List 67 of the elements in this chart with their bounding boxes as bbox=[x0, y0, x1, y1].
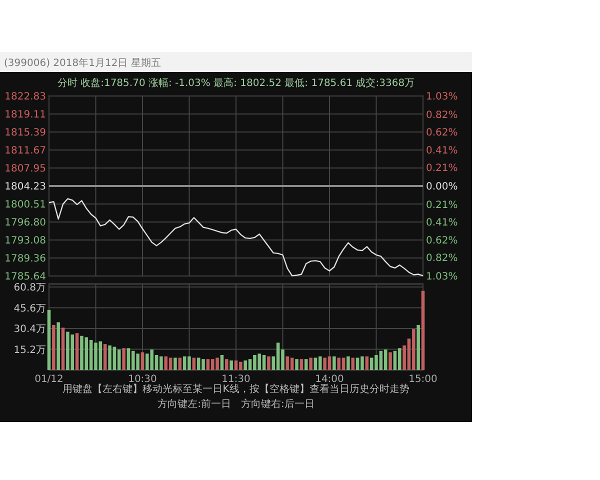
y-tick-label: 1793.08 bbox=[4, 235, 46, 246]
y2-tick-label: 0.21% bbox=[426, 163, 458, 174]
y2-tick-label: 0.82% bbox=[426, 253, 458, 264]
y-tick-label: 1815.39 bbox=[4, 128, 46, 139]
bar bbox=[384, 350, 388, 370]
bar bbox=[103, 344, 107, 370]
y-tick-label: 1822.83 bbox=[4, 92, 46, 102]
text: 方向键左:前一日 方向键右:后一日 bbox=[158, 398, 314, 410]
y-tick-label: 60.8万 bbox=[14, 282, 46, 294]
bar bbox=[192, 358, 196, 370]
bar bbox=[290, 358, 294, 370]
bar bbox=[122, 348, 126, 370]
bar bbox=[421, 290, 425, 370]
bar bbox=[164, 356, 168, 370]
y-tick-label: 1789.36 bbox=[4, 253, 46, 264]
bar bbox=[230, 360, 233, 370]
bar bbox=[140, 352, 144, 370]
bar bbox=[416, 324, 420, 370]
text: 用键盘【左右键】移动光标至某一日K线，按【空格键】查看当日历史分时走势 bbox=[62, 383, 410, 395]
y2-tick-label: 0.41% bbox=[426, 146, 458, 157]
bar bbox=[267, 356, 270, 370]
bar bbox=[75, 333, 79, 370]
x-tick-label: 10:30 bbox=[128, 374, 157, 385]
y-tick-label: 1807.95 bbox=[4, 164, 46, 175]
y2-tick-label: 1.03% bbox=[426, 92, 458, 102]
bar bbox=[332, 356, 336, 370]
y-tick-label: 1796.80 bbox=[4, 217, 46, 228]
y-tick-label: 1800.51 bbox=[4, 200, 46, 211]
y-tick-label: 30.4万 bbox=[14, 324, 46, 335]
y2-tick-label: 0.41% bbox=[426, 217, 458, 228]
x-tick-label: 11:30 bbox=[222, 374, 250, 385]
bar bbox=[61, 328, 65, 370]
y-tick-label: 1804.23 bbox=[4, 182, 46, 193]
bar bbox=[346, 356, 350, 370]
bar bbox=[225, 359, 228, 370]
bar bbox=[56, 322, 60, 370]
y-tick-label: 1811.67 bbox=[4, 146, 46, 157]
bar bbox=[174, 358, 177, 370]
bar bbox=[47, 310, 51, 370]
bar bbox=[300, 359, 304, 370]
y-tick-label: 45.6万 bbox=[14, 303, 46, 314]
bar bbox=[286, 356, 290, 370]
y2-tick-label: 1.03% bbox=[426, 272, 458, 282]
bar bbox=[398, 348, 402, 370]
bar bbox=[295, 359, 298, 370]
y2-tick-label: 0.21% bbox=[426, 200, 458, 211]
bar bbox=[178, 358, 182, 370]
y2-tick-label: 0.62% bbox=[426, 127, 458, 138]
x-tick-label: 14:00 bbox=[315, 374, 344, 385]
bar bbox=[351, 358, 355, 370]
y-tick-label: 1819.11 bbox=[4, 110, 46, 121]
y-tick-label: 15.2万 bbox=[14, 344, 46, 356]
chart-title: (399006) 2018年1月12日 星期五 bbox=[4, 57, 161, 69]
y2-tick-label: 0.00% bbox=[426, 182, 458, 192]
chart-subtitle: 分时 收盘:1785.70 涨幅: -1.03% 最高: 1802.52 最低: 1785.61 成交:3368万 bbox=[57, 77, 415, 89]
bar bbox=[309, 358, 312, 370]
y2-tick-label: 0.62% bbox=[426, 236, 458, 247]
bar bbox=[220, 354, 224, 370]
bar bbox=[52, 324, 56, 370]
y-tick-label: 1785.64 bbox=[4, 272, 46, 282]
y2-tick-label: 0.82% bbox=[426, 110, 458, 121]
bar bbox=[304, 359, 308, 370]
bar bbox=[117, 350, 121, 370]
x-tick-label: 15:00 bbox=[408, 374, 438, 385]
bar bbox=[365, 356, 369, 370]
bar bbox=[388, 352, 392, 370]
x-tick-label: 01/12 bbox=[34, 374, 64, 385]
